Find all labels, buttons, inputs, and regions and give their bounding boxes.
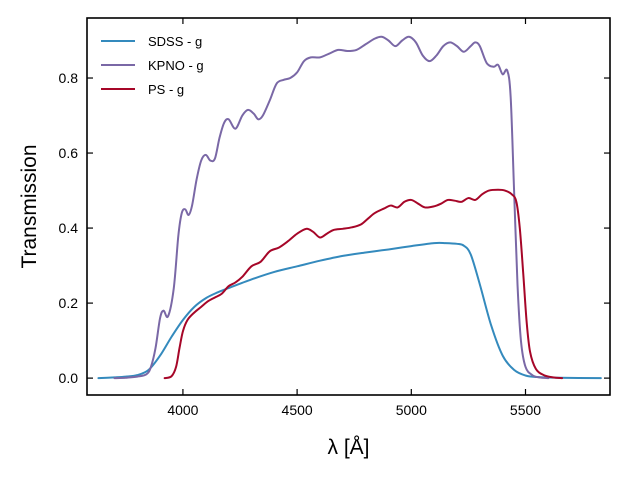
y-tick-label: 0.8 (59, 70, 79, 86)
series-line-3 (163, 188, 564, 380)
legend: SDSS - g KPNO - g PS - g (101, 34, 204, 97)
legend-label: KPNO - g (148, 58, 204, 73)
x-tick-label: 4500 (282, 402, 313, 418)
y-tick-label: 0.4 (59, 220, 79, 236)
y-axis-label: Transmission (18, 144, 41, 268)
x-tick-label: 5000 (396, 402, 427, 418)
legend-label: SDSS - g (148, 34, 202, 49)
y-tick-label: 0.2 (59, 295, 79, 311)
series-line-2 (113, 35, 550, 380)
y-tick-label: 0.6 (59, 145, 79, 161)
x-tick-label: 4000 (167, 402, 198, 418)
x-axis-label: λ [Å] (327, 436, 369, 459)
series-line-1 (97, 241, 602, 380)
series-layer (97, 35, 602, 380)
ticks-layer: 4000 4500 5000 5500 0.0 0.2 0.4 0.6 0.8 (59, 18, 610, 418)
y-tick-label: 0.0 (59, 370, 79, 386)
plot-frame (86, 17, 611, 396)
legend-label: PS - g (148, 82, 184, 97)
x-tick-label: 5500 (510, 402, 541, 418)
